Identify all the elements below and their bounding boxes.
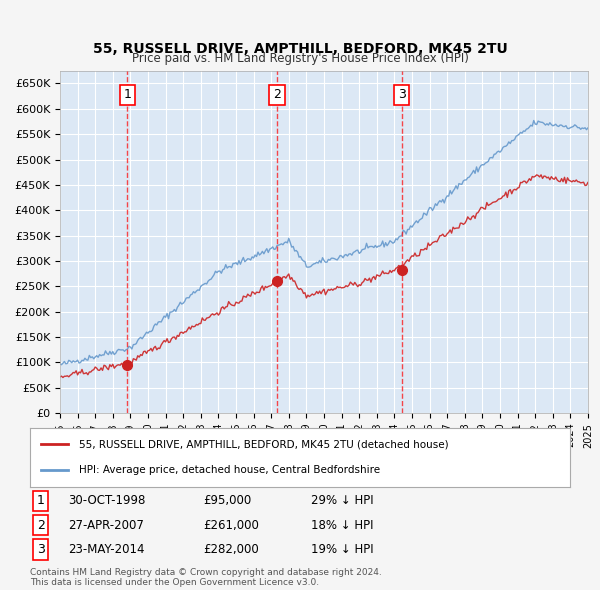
Text: 55, RUSSELL DRIVE, AMPTHILL, BEDFORD, MK45 2TU: 55, RUSSELL DRIVE, AMPTHILL, BEDFORD, MK… [92, 42, 508, 56]
Text: £95,000: £95,000 [203, 494, 251, 507]
Text: 1: 1 [124, 88, 131, 101]
Text: 27-APR-2007: 27-APR-2007 [68, 519, 143, 532]
Text: 18% ↓ HPI: 18% ↓ HPI [311, 519, 373, 532]
Text: 2: 2 [273, 88, 281, 101]
Text: £261,000: £261,000 [203, 519, 259, 532]
Text: 1: 1 [37, 494, 45, 507]
Text: £282,000: £282,000 [203, 543, 259, 556]
Text: 3: 3 [398, 88, 406, 101]
Text: 29% ↓ HPI: 29% ↓ HPI [311, 494, 373, 507]
Text: 2: 2 [37, 519, 45, 532]
Text: 19% ↓ HPI: 19% ↓ HPI [311, 543, 373, 556]
Text: 3: 3 [37, 543, 45, 556]
Text: 30-OCT-1998: 30-OCT-1998 [68, 494, 145, 507]
Text: 23-MAY-2014: 23-MAY-2014 [68, 543, 145, 556]
Text: 55, RUSSELL DRIVE, AMPTHILL, BEDFORD, MK45 2TU (detached house): 55, RUSSELL DRIVE, AMPTHILL, BEDFORD, MK… [79, 440, 448, 449]
Text: HPI: Average price, detached house, Central Bedfordshire: HPI: Average price, detached house, Cent… [79, 466, 380, 475]
Text: Price paid vs. HM Land Registry's House Price Index (HPI): Price paid vs. HM Land Registry's House … [131, 52, 469, 65]
Text: Contains HM Land Registry data © Crown copyright and database right 2024.
This d: Contains HM Land Registry data © Crown c… [30, 568, 382, 587]
